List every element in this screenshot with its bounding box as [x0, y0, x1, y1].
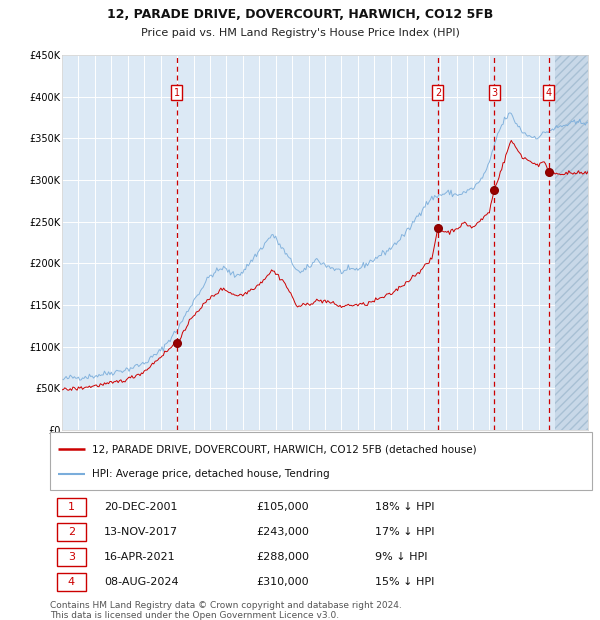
- Text: 2: 2: [435, 87, 441, 97]
- Text: £310,000: £310,000: [256, 577, 308, 587]
- Text: 08-AUG-2024: 08-AUG-2024: [104, 577, 179, 587]
- Text: Contains HM Land Registry data © Crown copyright and database right 2024.: Contains HM Land Registry data © Crown c…: [50, 601, 402, 610]
- Text: 18% ↓ HPI: 18% ↓ HPI: [375, 502, 434, 512]
- Text: 4: 4: [545, 87, 551, 97]
- Text: 12, PARADE DRIVE, DOVERCOURT, HARWICH, CO12 5FB: 12, PARADE DRIVE, DOVERCOURT, HARWICH, C…: [107, 8, 493, 21]
- Text: 13-NOV-2017: 13-NOV-2017: [104, 527, 178, 537]
- Text: 9% ↓ HPI: 9% ↓ HPI: [375, 552, 428, 562]
- Text: 12, PARADE DRIVE, DOVERCOURT, HARWICH, CO12 5FB (detached house): 12, PARADE DRIVE, DOVERCOURT, HARWICH, C…: [92, 445, 477, 454]
- Bar: [555, 55, 588, 430]
- Text: 2: 2: [68, 527, 75, 537]
- Text: 4: 4: [68, 577, 75, 587]
- Text: £243,000: £243,000: [256, 527, 309, 537]
- Text: £105,000: £105,000: [256, 502, 308, 512]
- Text: 20-DEC-2001: 20-DEC-2001: [104, 502, 178, 512]
- Text: 17% ↓ HPI: 17% ↓ HPI: [375, 527, 434, 537]
- Text: Price paid vs. HM Land Registry's House Price Index (HPI): Price paid vs. HM Land Registry's House …: [140, 28, 460, 38]
- Text: 3: 3: [68, 552, 75, 562]
- Bar: [56, 548, 86, 566]
- Text: 16-APR-2021: 16-APR-2021: [104, 552, 176, 562]
- Text: 3: 3: [491, 87, 497, 97]
- Text: This data is licensed under the Open Government Licence v3.0.: This data is licensed under the Open Gov…: [50, 611, 339, 620]
- Text: £288,000: £288,000: [256, 552, 309, 562]
- Bar: [56, 497, 86, 516]
- Text: 15% ↓ HPI: 15% ↓ HPI: [375, 577, 434, 587]
- Text: 1: 1: [173, 87, 179, 97]
- Bar: [56, 523, 86, 541]
- Text: HPI: Average price, detached house, Tendring: HPI: Average price, detached house, Tend…: [92, 469, 330, 479]
- Bar: [56, 574, 86, 591]
- Text: 1: 1: [68, 502, 75, 512]
